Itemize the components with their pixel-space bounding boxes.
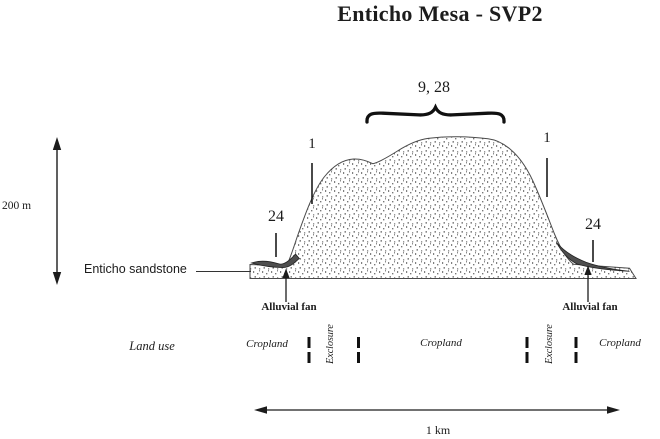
zone-cropland-center: Cropland [420,337,462,349]
zone-exclosure-right: Exclosure [544,324,555,364]
right-fan-number: 24 [585,216,601,233]
horizontal-scale-arrow [254,406,620,414]
vertical-scale-arrow [52,137,62,285]
alluvial-fan-right-shape [556,242,630,272]
left-fan-number: 24 [268,208,284,225]
summit-brace [365,103,506,124]
zone-cropland-right: Cropland [599,337,641,349]
alluvial-fan-left-shape [250,253,300,269]
left-cliff-number: 1 [308,136,316,152]
alluvial-fan-left-label: Alluvial fan [261,301,317,313]
alluvial-fan-right-label: Alluvial fan [562,301,618,313]
zone-boundary-dashes [307,337,578,363]
mesa-and-sandstone-body [249,136,637,279]
alluvial-fan-right-arrow [584,265,592,302]
horizontal-scale-label: 1 km [425,423,451,437]
sandstone-label: Enticho sandstone [84,262,187,276]
vertical-scale-label: 200 m [2,200,32,212]
zone-exclosure-left: Exclosure [325,324,336,364]
summit-number: 9, 28 [418,79,450,96]
right-cliff-number: 1 [543,130,551,146]
zone-cropland-left: Cropland [246,338,288,350]
alluvial-fan-left-arrow [282,268,290,302]
figure-title: Enticho Mesa - SVP2 [337,1,543,26]
land-use-row-label: Land use [129,339,175,353]
